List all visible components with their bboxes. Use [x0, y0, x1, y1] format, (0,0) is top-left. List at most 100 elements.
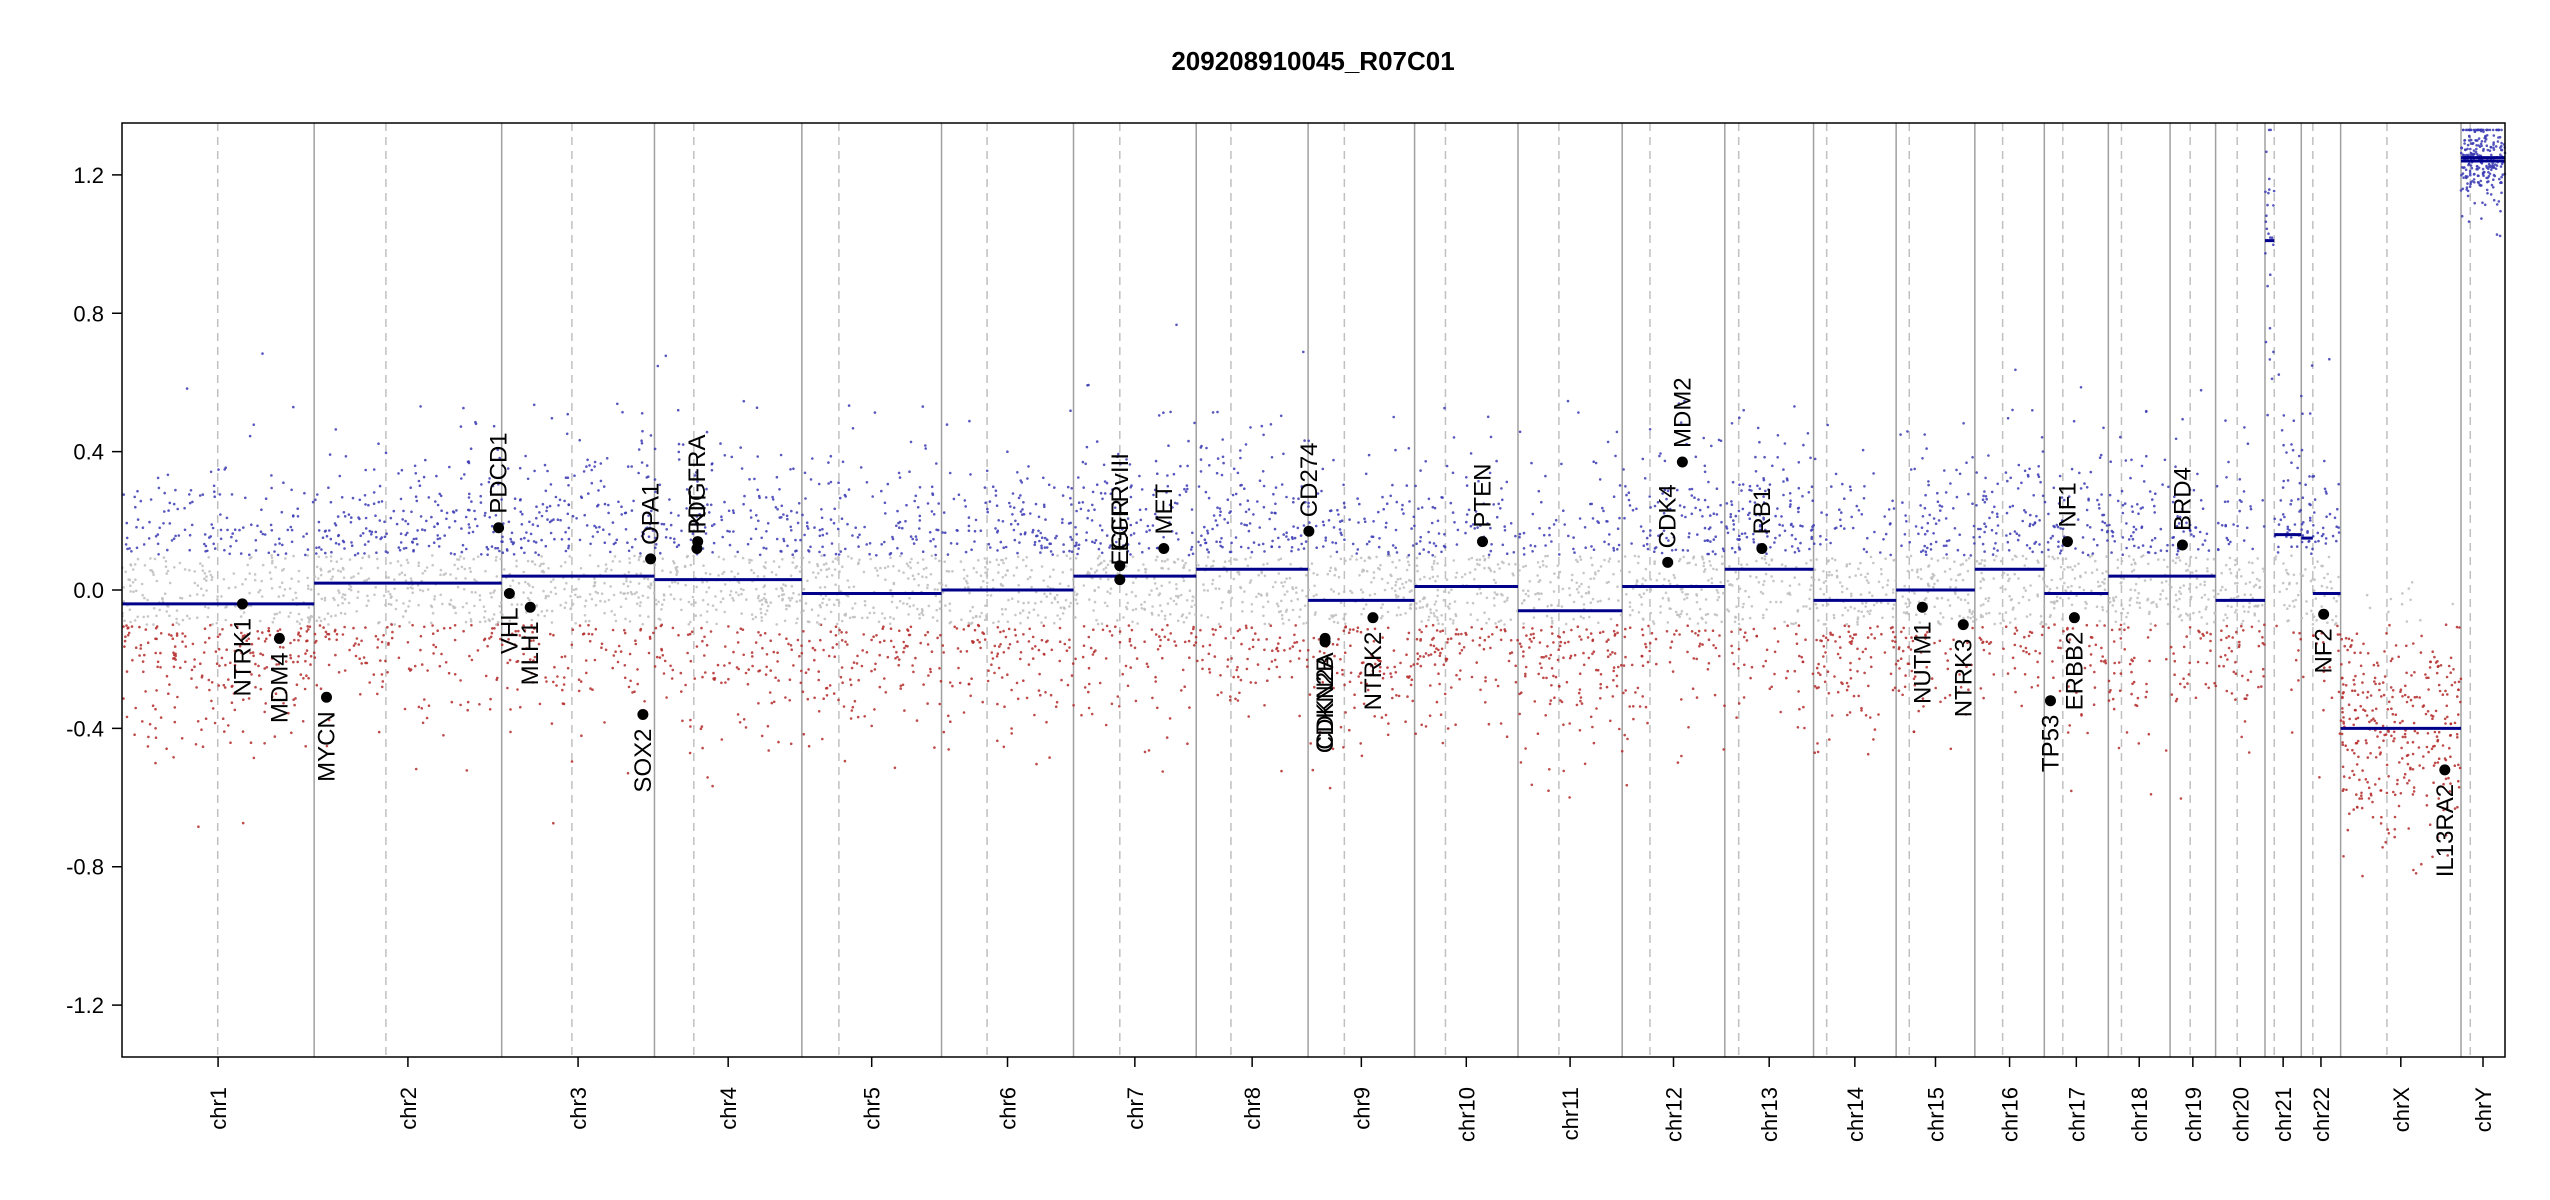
probe-point — [1316, 492, 1320, 495]
probe-point — [1524, 665, 1528, 669]
probe-point — [916, 561, 920, 565]
probe-point — [695, 645, 699, 648]
probe-point — [486, 553, 489, 556]
probe-point — [219, 528, 223, 532]
probe-point — [1328, 569, 1332, 573]
probe-point — [956, 529, 959, 532]
probe-point — [173, 645, 177, 648]
probe-point — [282, 594, 285, 597]
probe-point — [162, 522, 165, 525]
probe-point — [1870, 665, 1873, 669]
probe-point — [1156, 555, 1159, 559]
probe-point — [1337, 592, 1341, 595]
probe-point — [348, 558, 352, 561]
probe-point — [1072, 593, 1075, 596]
probe-point — [1283, 593, 1287, 596]
probe-point — [1557, 684, 1561, 688]
probe-point — [1072, 586, 1076, 589]
probe-point — [542, 562, 545, 565]
probe-point — [674, 566, 677, 570]
probe-point — [173, 656, 176, 660]
probe-point — [290, 488, 293, 492]
probe-point — [1279, 557, 1283, 561]
probe-point — [1150, 628, 1154, 631]
probe-point — [1119, 490, 1123, 493]
probe-point — [1099, 542, 1102, 545]
probe-point — [297, 580, 300, 583]
probe-point — [1568, 656, 1572, 660]
probe-point — [1501, 498, 1504, 502]
probe-point — [1765, 531, 1768, 535]
probe-point — [1654, 546, 1658, 549]
probe-point — [1710, 581, 1714, 585]
probe-point — [1026, 477, 1029, 480]
probe-point — [593, 460, 597, 464]
probe-point — [1446, 637, 1450, 641]
probe-point — [969, 473, 972, 476]
probe-point — [1458, 652, 1462, 655]
probe-point — [341, 596, 344, 599]
probe-point — [639, 554, 642, 558]
probe-point — [461, 605, 465, 609]
probe-point — [508, 658, 512, 662]
probe-point — [740, 612, 743, 615]
probe-point — [689, 725, 692, 728]
probe-point — [1384, 526, 1388, 529]
probe-point — [1857, 694, 1860, 698]
probe-point — [878, 640, 882, 644]
probe-point — [574, 622, 577, 625]
probe-point — [795, 600, 798, 603]
probe-point — [1099, 491, 1103, 495]
probe-point — [1695, 600, 1699, 604]
probe-point — [1802, 605, 1805, 608]
probe-point — [1639, 525, 1643, 528]
probe-point — [1297, 657, 1301, 660]
probe-point — [204, 544, 208, 548]
probe-point — [361, 556, 364, 560]
probe-point — [404, 533, 408, 537]
probe-point — [1645, 536, 1649, 540]
probe-point — [315, 683, 319, 687]
probe-point — [851, 705, 855, 709]
probe-point — [790, 509, 793, 513]
probe-point — [1095, 483, 1099, 487]
probe-point — [1424, 652, 1428, 655]
probe-point — [1338, 520, 1342, 523]
probe-point — [1040, 638, 1044, 642]
probe-point — [664, 354, 668, 358]
probe-point — [1612, 629, 1616, 633]
probe-point — [1330, 665, 1334, 669]
probe-point — [1799, 541, 1802, 545]
probe-point — [1655, 662, 1658, 666]
probe-point — [875, 554, 878, 557]
probe-point — [1451, 511, 1455, 514]
probe-point — [817, 710, 821, 713]
probe-point — [1680, 698, 1683, 701]
probe-point — [223, 548, 226, 552]
probe-point — [593, 524, 596, 528]
probe-point — [704, 571, 708, 575]
probe-point — [736, 641, 740, 644]
probe-point — [1208, 671, 1212, 674]
probe-point — [1424, 460, 1427, 463]
probe-point — [368, 529, 372, 533]
probe-point — [1617, 665, 1620, 669]
probe-point — [336, 569, 340, 572]
probe-point — [203, 577, 206, 581]
probe-point — [1185, 599, 1189, 602]
probe-point — [257, 664, 260, 668]
probe-point — [630, 509, 634, 512]
probe-point — [518, 466, 522, 470]
probe-point — [677, 514, 680, 517]
probe-point — [1556, 658, 1560, 662]
probe-point — [1770, 685, 1773, 689]
probe-point — [1803, 726, 1806, 730]
probe-point — [496, 676, 499, 680]
probe-point — [1558, 635, 1561, 639]
probe-point — [1778, 523, 1781, 526]
probe-point — [566, 412, 569, 416]
probe-point — [1441, 496, 1444, 499]
probe-point — [880, 489, 883, 493]
probe-point — [1420, 620, 1423, 623]
probe-point — [665, 528, 668, 531]
